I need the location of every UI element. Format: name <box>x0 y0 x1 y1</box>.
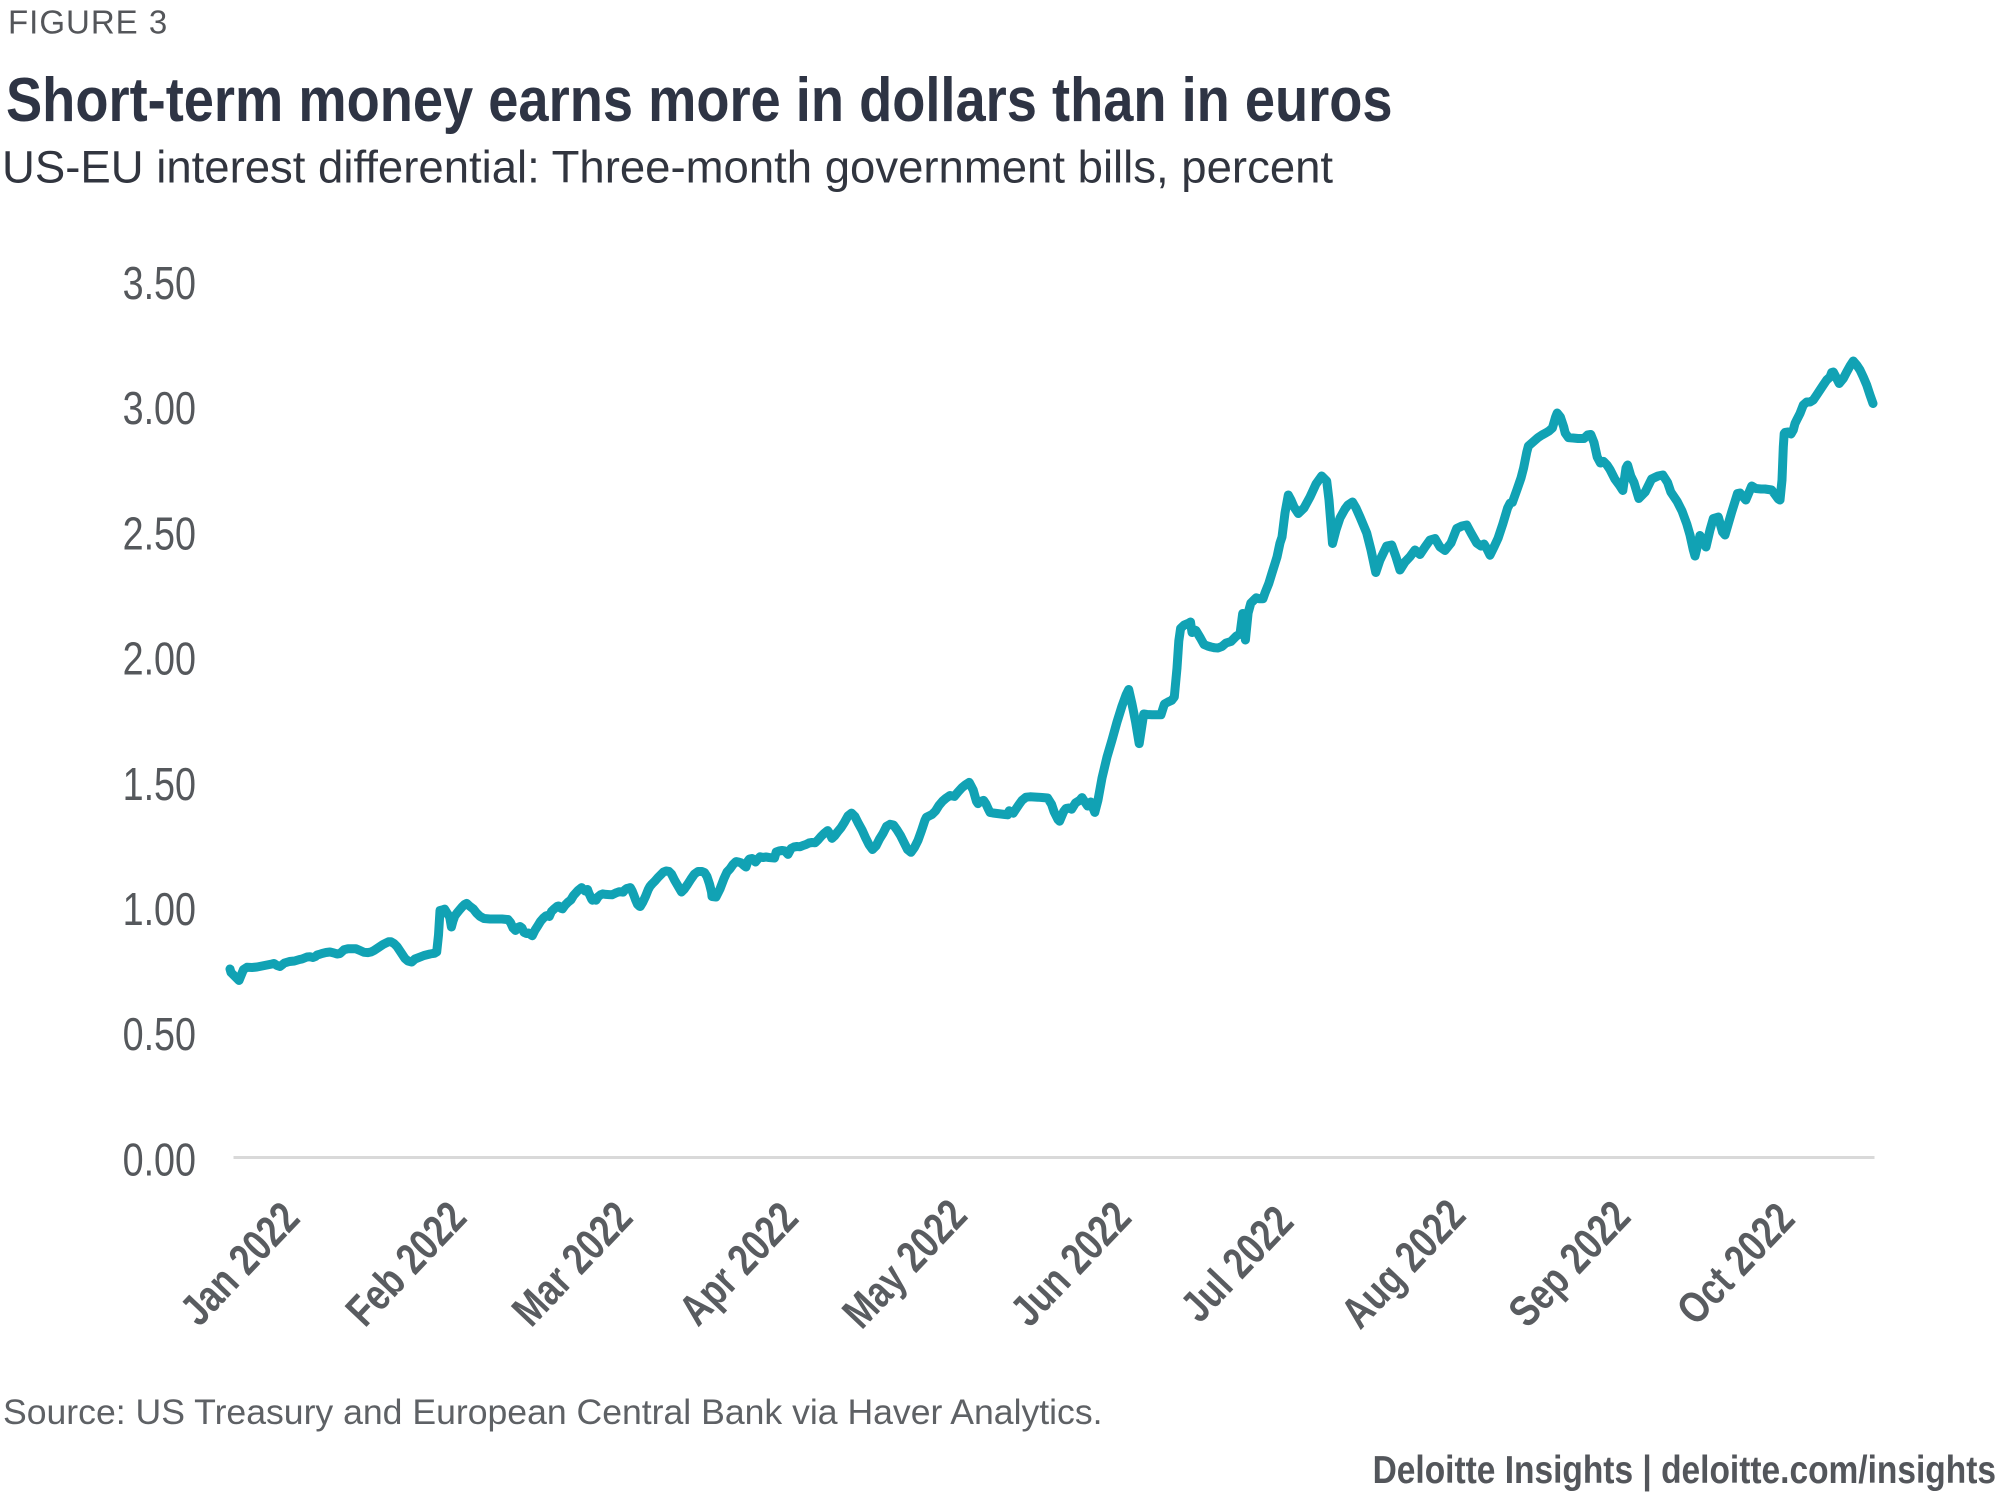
svg-text:3.00: 3.00 <box>123 383 196 434</box>
svg-text:3.50: 3.50 <box>123 258 196 309</box>
svg-text:US-EU interest differential: T: US-EU interest differential: Three-month… <box>2 142 1333 193</box>
svg-text:Source: US Treasury and Europe: Source: US Treasury and European Central… <box>3 1392 1103 1432</box>
svg-text:2.00: 2.00 <box>123 633 196 684</box>
svg-text:0.00: 0.00 <box>123 1134 196 1185</box>
svg-text:0.50: 0.50 <box>123 1009 196 1060</box>
svg-text:2.50: 2.50 <box>123 508 196 559</box>
svg-text:Short-term money earns more in: Short-term money earns more in dollars t… <box>6 66 1393 135</box>
svg-text:Deloitte Insights | deloitte.c: Deloitte Insights | deloitte.com/insight… <box>1373 1448 1996 1493</box>
svg-text:1.50: 1.50 <box>123 758 196 809</box>
svg-text:1.00: 1.00 <box>123 883 196 934</box>
svg-text:FIGURE 3: FIGURE 3 <box>8 4 168 41</box>
